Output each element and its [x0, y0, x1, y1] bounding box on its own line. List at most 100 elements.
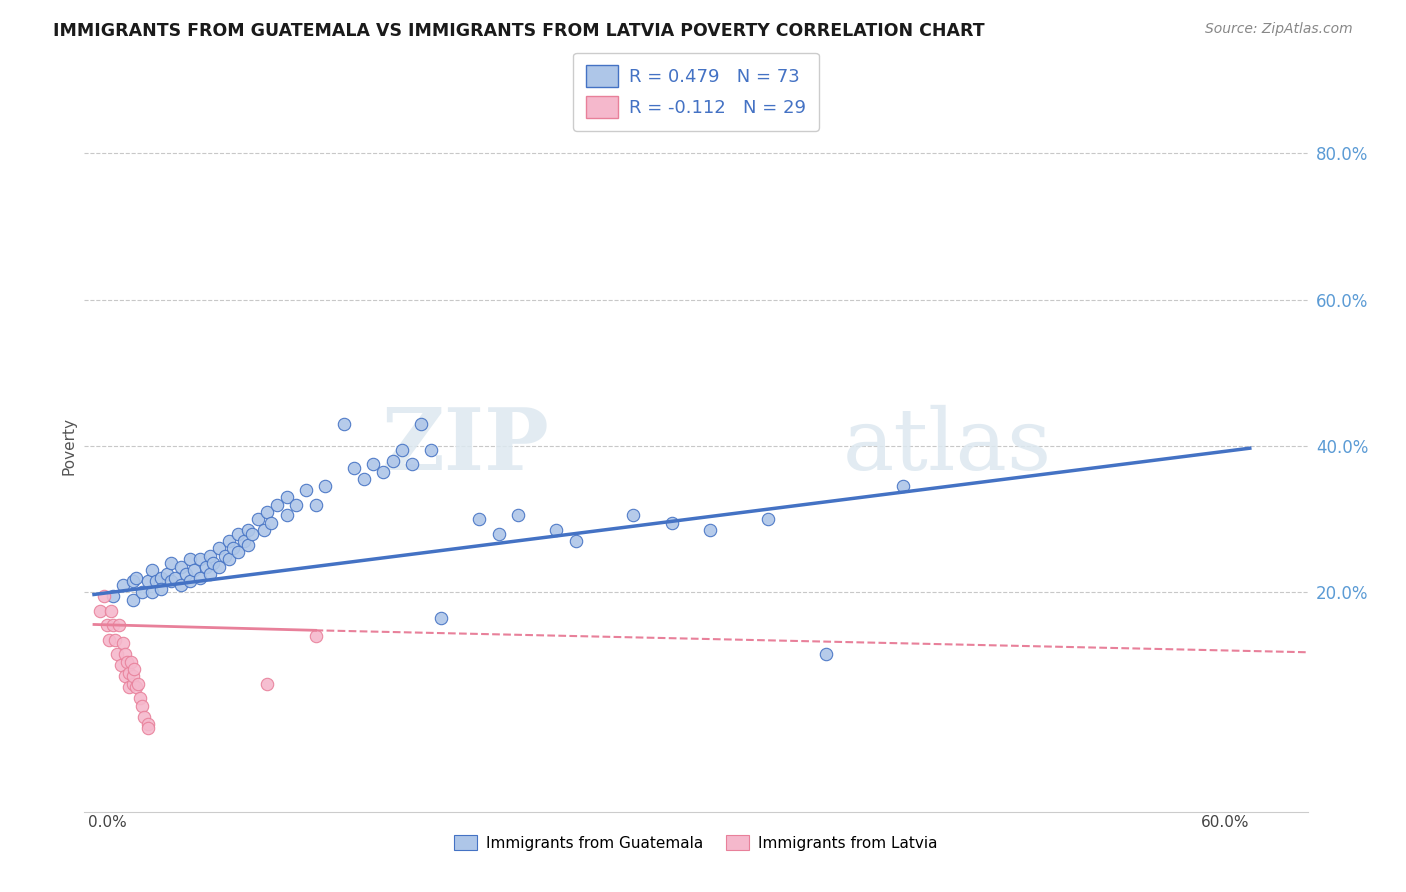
Point	[285, 498, 308, 512]
Point	[118, 681, 141, 695]
Point	[429, 611, 451, 625]
Point	[121, 669, 143, 683]
Point	[104, 632, 127, 647]
Point	[136, 574, 159, 589]
Point	[170, 559, 193, 574]
Point	[252, 523, 274, 537]
Point	[103, 589, 125, 603]
Text: ZIP: ZIP	[381, 404, 550, 488]
Point	[114, 648, 136, 662]
Point	[136, 717, 159, 731]
Point	[120, 655, 142, 669]
Point	[121, 574, 143, 589]
Text: 0.0%: 0.0%	[89, 815, 127, 830]
Point	[699, 523, 721, 537]
Point	[353, 472, 375, 486]
Point	[105, 648, 128, 662]
Point	[208, 541, 231, 556]
Point	[89, 603, 111, 617]
Point	[96, 618, 118, 632]
Point	[363, 457, 385, 471]
Point	[208, 559, 231, 574]
Point	[218, 534, 240, 549]
Point	[371, 465, 394, 479]
Point	[118, 665, 141, 680]
Point	[150, 571, 173, 585]
Point	[156, 567, 179, 582]
Point	[121, 676, 143, 690]
Point	[176, 567, 198, 582]
Point	[131, 698, 153, 713]
Text: IMMIGRANTS FROM GUATEMALA VS IMMIGRANTS FROM LATVIA POVERTY CORRELATION CHART: IMMIGRANTS FROM GUATEMALA VS IMMIGRANTS …	[53, 22, 986, 40]
Point	[411, 417, 433, 431]
Point	[188, 552, 211, 566]
Point	[111, 578, 134, 592]
Point	[546, 523, 568, 537]
Point	[132, 709, 155, 723]
Point	[103, 618, 125, 632]
Point	[221, 541, 243, 556]
Point	[141, 585, 163, 599]
Text: atlas: atlas	[842, 404, 1052, 488]
Legend: Immigrants from Guatemala, Immigrants from Latvia: Immigrants from Guatemala, Immigrants fr…	[449, 829, 943, 856]
Point	[333, 417, 356, 431]
Point	[276, 508, 298, 523]
Point	[214, 549, 236, 563]
Point	[124, 662, 146, 676]
Point	[218, 552, 240, 566]
Point	[756, 512, 779, 526]
Point	[194, 559, 217, 574]
Point	[236, 523, 259, 537]
Point	[304, 629, 326, 643]
Point	[228, 526, 250, 541]
Point	[420, 442, 443, 457]
Point	[93, 589, 115, 603]
Point	[163, 571, 186, 585]
Point	[136, 721, 159, 735]
Point	[488, 526, 510, 541]
Point	[468, 512, 491, 526]
Point	[506, 508, 529, 523]
Point	[240, 526, 263, 541]
Point	[381, 453, 404, 467]
Point	[170, 578, 193, 592]
Point	[814, 648, 837, 662]
Point	[198, 567, 221, 582]
Text: Source: ZipAtlas.com: Source: ZipAtlas.com	[1205, 22, 1353, 37]
Point	[260, 516, 283, 530]
Point	[233, 534, 256, 549]
Point	[141, 563, 163, 577]
Point	[110, 658, 132, 673]
Text: 60.0%: 60.0%	[1201, 815, 1250, 830]
Point	[391, 442, 413, 457]
Point	[131, 585, 153, 599]
Point	[127, 676, 149, 690]
Point	[343, 461, 366, 475]
Point	[179, 574, 201, 589]
Point	[150, 582, 173, 596]
Point	[100, 603, 122, 617]
Point	[145, 574, 167, 589]
Point	[266, 498, 288, 512]
Point	[121, 592, 143, 607]
Point	[179, 552, 201, 566]
Point	[236, 538, 259, 552]
Point	[111, 636, 134, 650]
Point	[246, 512, 269, 526]
Point	[564, 534, 586, 549]
Y-axis label: Poverty: Poverty	[60, 417, 76, 475]
Point	[256, 505, 278, 519]
Point	[276, 490, 298, 504]
Point	[114, 669, 136, 683]
Point	[661, 516, 683, 530]
Point	[125, 571, 148, 585]
Point	[98, 632, 121, 647]
Point	[188, 571, 211, 585]
Point	[621, 508, 644, 523]
Point	[125, 681, 148, 695]
Point	[129, 691, 152, 706]
Point	[304, 498, 326, 512]
Point	[115, 655, 138, 669]
Point	[160, 574, 183, 589]
Point	[228, 545, 250, 559]
